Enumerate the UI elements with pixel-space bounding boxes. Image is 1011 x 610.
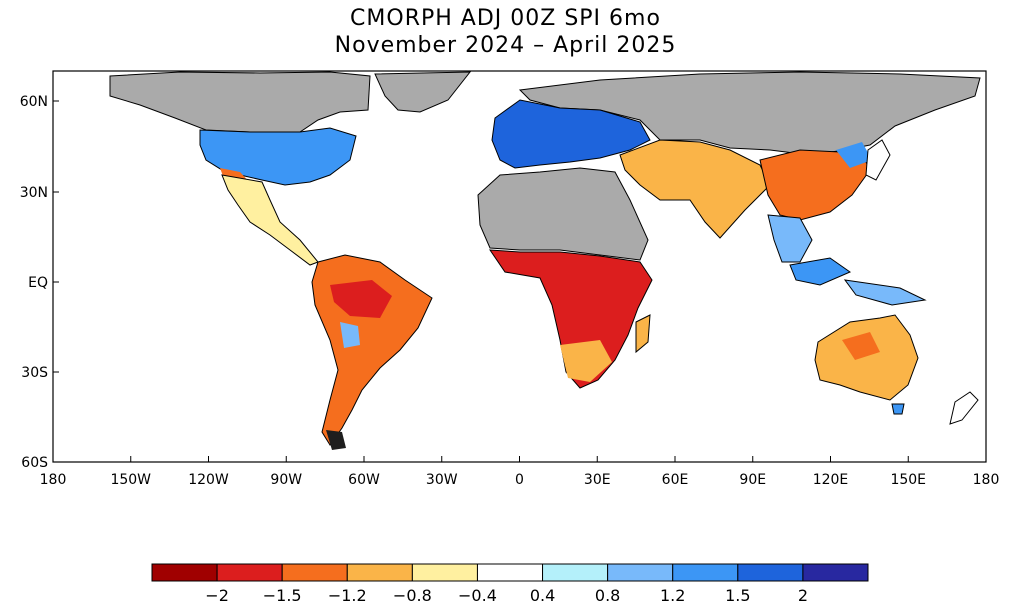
lon-tick-label: 180 — [973, 472, 1000, 488]
colorbar-box — [542, 563, 609, 582]
colorbar-box — [346, 563, 413, 582]
map-title-line1: CMORPH ADJ 00Z SPI 6mo — [350, 6, 661, 31]
australia-dry-patch — [842, 332, 880, 360]
colorbar-label: −0.8 — [393, 586, 432, 605]
colorbar-label: 0.8 — [595, 586, 620, 605]
south-america-wet-patch — [340, 322, 360, 348]
colorbar-label: −2 — [205, 586, 229, 605]
southeast-asia — [767, 214, 813, 263]
south-america-dry-core — [330, 280, 392, 318]
colorbar-box — [802, 563, 869, 582]
colorbar-box — [672, 563, 739, 582]
colorbar-label: −0.4 — [458, 586, 497, 605]
colorbar-label: 1.2 — [660, 586, 685, 605]
north-africa-nodata — [477, 167, 649, 261]
lat-tick-label: 30S — [21, 365, 48, 381]
lon-tick-label: 120E — [813, 472, 849, 488]
madagascar — [635, 314, 651, 354]
lon-tick-label: 90W — [270, 472, 302, 488]
colorbar-box — [411, 563, 478, 582]
lon-tick-label: 150E — [890, 472, 926, 488]
colorbar-label: 2 — [798, 586, 808, 605]
longitude-ticks: 180 150W 120W 90W 60W 30W 0 30E 60E 90E 120E 150E 18… — [40, 456, 1000, 488]
colorbar-box — [281, 563, 348, 582]
europe-region — [491, 99, 651, 169]
lat-tick-label: 30N — [20, 185, 48, 201]
mexico-central-america — [221, 174, 319, 266]
colorbar-box — [151, 563, 218, 582]
colorbar-box — [216, 563, 283, 582]
latitude-ticks: 60N 30N EQ 30S 60S — [20, 94, 59, 471]
colorbar-box — [476, 563, 544, 582]
colorbar-box — [737, 563, 804, 582]
lon-tick-label: 90E — [739, 472, 766, 488]
map-title-line2: November 2024 – April 2025 — [334, 33, 677, 58]
tasmania — [891, 403, 905, 415]
north-america-nodata — [109, 71, 371, 133]
colorbar-label: −1.5 — [263, 586, 302, 605]
colorbar-labels: −2 −1.5 −1.2 −0.8 −0.4 0.4 0.8 1.2 1.5 2 — [205, 586, 808, 605]
lon-tick-label: 60W — [348, 472, 380, 488]
lon-tick-label: 120W — [188, 472, 229, 488]
middle-east-south-asia — [619, 139, 771, 239]
japan — [865, 139, 891, 181]
australia — [814, 314, 919, 401]
east-asia-region — [759, 149, 871, 221]
lon-tick-label: 30E — [584, 472, 611, 488]
lon-tick-label: 180 — [40, 472, 67, 488]
lon-tick-label: 60E — [662, 472, 689, 488]
tierra-del-fuego — [326, 430, 346, 450]
lat-tick-label: 60S — [21, 455, 48, 471]
maritime-islands-1 — [789, 257, 852, 286]
colorbar-label: 0.4 — [530, 586, 555, 605]
lon-tick-label: 30W — [426, 472, 458, 488]
lon-tick-label: 150W — [110, 472, 151, 488]
colorbar-box — [607, 563, 674, 582]
lon-tick-label: 0 — [515, 472, 524, 488]
lat-tick-label: 60N — [20, 94, 48, 110]
colorbar-boxes — [151, 563, 869, 582]
spi-map: 60N 30N EQ 30S 60S 180 150W 120W 90W 60W 30W 0 30E 6… — [20, 70, 1000, 488]
usa-region — [199, 127, 357, 186]
greenland — [374, 71, 472, 113]
maritime-islands-2 — [843, 279, 927, 306]
east-asia-wet — [836, 142, 872, 168]
lat-tick-label: EQ — [28, 275, 48, 291]
colorbar-label: −1.2 — [328, 586, 367, 605]
africa-southern-light — [560, 340, 612, 382]
colorbar-label: 1.5 — [725, 586, 750, 605]
new-zealand — [949, 391, 979, 425]
sub-saharan-africa — [489, 249, 653, 389]
